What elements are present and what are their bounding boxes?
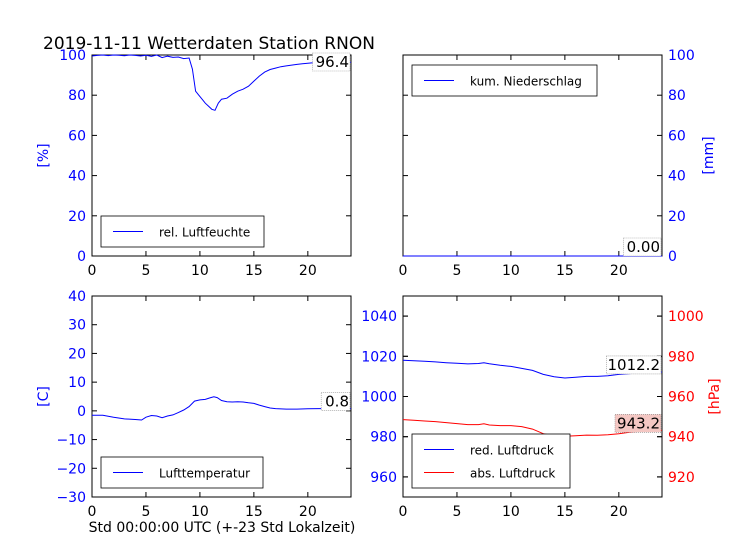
pressure-value-label-box bbox=[606, 355, 662, 375]
temperature-ytick-label: 20 bbox=[68, 346, 86, 362]
panel-precipitation: 0 5 10 15 20 0 20 40 60 80 100 [mm] 0.00 kum. Nieders… bbox=[399, 48, 717, 279]
humidity-ytick-label: 100 bbox=[59, 48, 86, 64]
humidity-value-label-box bbox=[312, 52, 351, 72]
pressure-value-label: 943.2 bbox=[617, 414, 660, 432]
pressure-legend-box bbox=[411, 433, 571, 489]
figure-title: 2019-11-11 Wetterdaten Station RNON bbox=[43, 34, 375, 54]
precipitation-legend-label: kum. Niederschlag bbox=[470, 75, 582, 89]
pressure-series-line bbox=[402, 359, 663, 379]
temperature-ylabel: [C] bbox=[36, 386, 52, 407]
pressure-ytick-label: 1000 bbox=[361, 390, 397, 406]
temperature-xtick-label: 20 bbox=[299, 504, 317, 520]
humidity-ytick-label: 80 bbox=[68, 88, 86, 104]
precipitation-ytick-label-right: 80 bbox=[668, 88, 686, 104]
precipitation-ytick-label-right: 0 bbox=[668, 249, 677, 265]
precipitation-xtick-label: 20 bbox=[610, 263, 628, 279]
temperature-ytick-label: −20 bbox=[56, 461, 86, 477]
temperature-ytick-label: 0 bbox=[77, 404, 86, 420]
precipitation-value-label-box bbox=[623, 237, 662, 257]
temperature-xtick-label: 15 bbox=[245, 504, 263, 520]
temperature-xtick-label: 10 bbox=[191, 504, 209, 520]
pressure-ytick-label-right: 1000 bbox=[668, 309, 704, 325]
precipitation-xtick-label: 5 bbox=[452, 263, 461, 279]
temperature-ytick-label: 40 bbox=[68, 289, 86, 305]
humidity-frame bbox=[91, 54, 352, 257]
pressure-ytick-label: 1040 bbox=[361, 309, 397, 325]
temperature-frame bbox=[91, 295, 352, 498]
pressure-ytick-label-right: 920 bbox=[668, 470, 695, 486]
humidity-xtick-label: 20 bbox=[299, 263, 317, 279]
precipitation-xtick-label: 10 bbox=[502, 263, 520, 279]
precipitation-ytick-label-right: 40 bbox=[668, 169, 686, 185]
precipitation-value-label: 0.00 bbox=[627, 238, 660, 256]
pressure-ytick-label-right: 960 bbox=[668, 390, 695, 406]
pressure-series-line bbox=[402, 419, 663, 437]
temperature-xtick-label: 0 bbox=[88, 504, 97, 520]
temperature-ytick-label: −30 bbox=[56, 490, 86, 506]
temperature-series-line bbox=[92, 396, 351, 421]
humidity-ylabel: [%] bbox=[36, 143, 52, 167]
temperature-ytick-label: 30 bbox=[68, 318, 86, 334]
pressure-legend-label: abs. Luftdruck bbox=[470, 467, 555, 481]
pressure-value-label-box bbox=[614, 413, 662, 433]
humidity-ytick-label: 60 bbox=[68, 128, 86, 144]
humidity-xtick-label: 15 bbox=[245, 263, 263, 279]
humidity-ytick-label: 20 bbox=[68, 209, 86, 225]
pressure-ytick-label: 980 bbox=[370, 430, 397, 446]
humidity-xtick-label: 10 bbox=[191, 263, 209, 279]
pressure-xtick-label: 10 bbox=[502, 504, 520, 520]
temperature-legend-label: Lufttemperatur bbox=[159, 467, 250, 481]
precipitation-ytick-label-right: 100 bbox=[668, 48, 695, 64]
pressure-xtick-label: 0 bbox=[399, 504, 408, 520]
panel-pressure: 0 5 10 15 20 960 980 1000 1020 1040 920 940 960 980 10… bbox=[361, 295, 723, 520]
precipitation-xtick-label: 0 bbox=[399, 263, 408, 279]
humidity-ytick-label: 0 bbox=[77, 249, 86, 265]
precipitation-ytick-label-right: 60 bbox=[668, 128, 686, 144]
temperature-xtick-label: 5 bbox=[141, 504, 150, 520]
pressure-xtick-label: 20 bbox=[610, 504, 628, 520]
pressure-value-label: 1012.2 bbox=[608, 356, 661, 374]
precipitation-ylabel: [mm] bbox=[701, 136, 717, 174]
pressure-xtick-label: 15 bbox=[556, 504, 574, 520]
pressure-ytick-label-right: 980 bbox=[668, 349, 695, 365]
pressure-ytick-label: 960 bbox=[370, 470, 397, 486]
humidity-xtick-label: 5 bbox=[141, 263, 150, 279]
temperature-value-label: 0.8 bbox=[325, 393, 349, 411]
temperature-value-label-box bbox=[320, 392, 351, 411]
pressure-legend-label: red. Luftdruck bbox=[470, 444, 554, 458]
temperature-ytick-label: −10 bbox=[56, 433, 86, 449]
humidity-legend-label: rel. Luftfeuchte bbox=[159, 226, 250, 240]
footer-xlabel: Std 00:00:00 UTC (+-23 Std Lokalzeit) bbox=[89, 520, 356, 536]
humidity-series-line bbox=[91, 54, 351, 111]
precipitation-xtick-label: 15 bbox=[556, 263, 574, 279]
pressure-xtick-label: 5 bbox=[452, 504, 461, 520]
humidity-ytick-label: 40 bbox=[68, 169, 86, 185]
precipitation-ytick-label-right: 20 bbox=[668, 209, 686, 225]
temperature-ytick-label: 10 bbox=[68, 375, 86, 391]
pressure-ytick-label-right: 940 bbox=[668, 430, 695, 446]
pressure-ylabel-right: [hPa] bbox=[707, 378, 723, 414]
pressure-ytick-label: 1020 bbox=[361, 349, 397, 365]
panel-humidity: 0 5 10 15 20 0 20 40 60 80 100 [%] 96.4 rel. Luftfeuc… bbox=[36, 48, 352, 279]
panel-temperature: 0 5 10 15 20 −30 −20 −10 0 10 20 30 40 [C] 0.8 Lufttemp… bbox=[36, 289, 352, 520]
humidity-value-label: 96.4 bbox=[316, 53, 349, 71]
humidity-xtick-label: 0 bbox=[88, 263, 97, 279]
